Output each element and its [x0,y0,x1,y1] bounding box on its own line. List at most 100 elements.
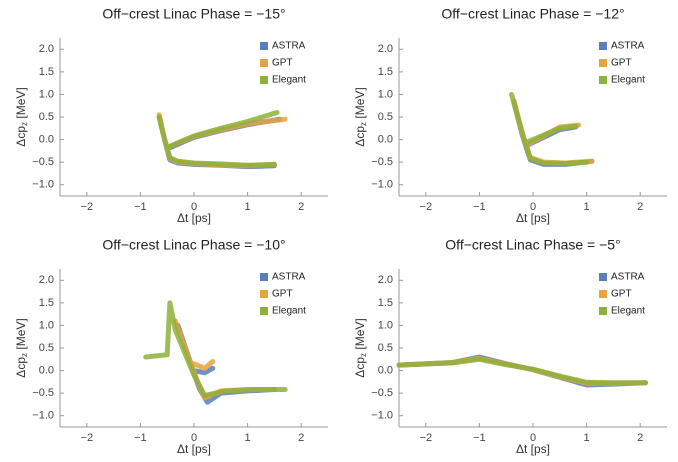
panel: Off−crest Linac Phase = −5° −1.0 −0.5 0.0 0.… [353,237,667,456]
y-tick-label: 1.0 [378,319,393,331]
legend-swatch [599,290,607,298]
x-tick-label: 2 [298,201,304,213]
x-tick-label: −2 [420,201,433,213]
y-label-unit: [MeV] [353,87,367,118]
legend-swatch [260,290,268,298]
y-label-sub: z [359,122,368,126]
legend-label: GPT [272,289,293,300]
y-tick-label: 0.5 [378,111,393,123]
series-line [511,100,595,167]
x-tick-label: 0 [191,432,197,444]
legend-label: Elegant [272,306,306,317]
x-tick-label: 0 [530,432,536,444]
x-tick-label: 2 [298,432,304,444]
x-axis-label: Δt [ps] [516,211,550,225]
series-line [396,356,649,386]
x-tick-label: −1 [473,432,486,444]
y-tick-label: −0.5 [32,156,54,168]
series-line [156,109,280,168]
y-tick-label: −1.0 [32,179,54,191]
legend-label: ASTRA [272,41,306,52]
y-tick-label: −1.0 [371,410,393,422]
y-tick-label: 2.0 [39,43,54,55]
chart-title: Off−crest Linac Phase = −10° [102,237,285,253]
y-label-main: Δcp [353,126,367,147]
y-label-unit: [MeV] [353,318,367,349]
x-tick-label: 1 [584,432,590,444]
y-axis-label: Δcpz [MeV] [353,87,368,146]
legend-label: Elegant [272,75,306,86]
series-line [509,91,590,166]
y-tick-label: 0.5 [39,111,54,123]
legend-swatch [260,76,268,84]
y-tick-label: 1.0 [39,319,54,331]
legend-label: Elegant [611,306,645,317]
legend-label: Elegant [611,75,645,86]
y-label-main: Δcp [14,126,28,147]
legend-label: GPT [611,58,632,69]
y-tick-label: 1.0 [39,88,54,100]
x-tick-label: 2 [637,201,643,213]
y-tick-label: −0.5 [32,387,54,399]
series-line [143,300,288,398]
y-label-unit: [MeV] [14,318,28,349]
legend-label: GPT [611,289,632,300]
y-tick-label: 0.0 [39,364,54,376]
x-tick-label: 0 [191,201,197,213]
chart-title: Off−crest Linac Phase = −12° [441,6,624,22]
y-tick-label: 0.0 [378,364,393,376]
y-tick-label: −0.5 [371,156,393,168]
y-tick-label: 1.5 [39,297,54,309]
y-tick-label: 0.5 [378,342,393,354]
y-tick-label: −1.0 [371,179,393,191]
legend-swatch [260,42,268,50]
legend-label: ASTRA [611,272,645,283]
x-tick-label: −2 [420,432,433,444]
y-tick-label: 1.0 [378,88,393,100]
x-axis-label: Δt [ps] [177,211,211,225]
y-tick-label: 2.0 [378,274,393,286]
y-label-main: Δcp [353,357,367,378]
y-tick-label: −1.0 [32,410,54,422]
legend-swatch [260,59,268,67]
y-tick-label: 1.5 [39,66,54,78]
x-tick-label: −1 [473,201,486,213]
y-tick-label: 2.0 [39,274,54,286]
legend-swatch [599,59,607,67]
y-axis-label: Δcpz [MeV] [353,318,368,377]
y-label-sub: z [359,353,368,357]
y-tick-label: 1.5 [378,66,393,78]
legend-swatch [599,76,607,84]
legend-swatch [260,273,268,281]
legend-label: ASTRA [272,272,306,283]
y-label-unit: [MeV] [14,87,28,118]
x-tick-label: 1 [584,201,590,213]
y-tick-label: 2.0 [378,43,393,55]
x-tick-label: 2 [637,432,643,444]
x-tick-label: −1 [134,201,147,213]
x-axis-label: Δt [ps] [516,442,550,456]
y-tick-label: 1.5 [378,297,393,309]
x-axis-label: Δt [ps] [177,442,211,456]
x-tick-label: −2 [81,201,94,213]
y-axis-label: Δcpz [MeV] [14,87,29,146]
y-tick-label: 0.5 [39,342,54,354]
legend-swatch [599,42,607,50]
legend-label: ASTRA [611,41,645,52]
y-label-main: Δcp [14,357,28,378]
y-axis-label: Δcpz [MeV] [14,318,29,377]
x-tick-label: 1 [245,432,251,444]
y-tick-label: −0.5 [371,387,393,399]
x-tick-label: 1 [245,201,251,213]
panel: Off−crest Linac Phase = −12° −1.0 −0.5 0.0 0… [353,6,667,225]
legend-swatch [599,273,607,281]
y-tick-label: 0.0 [39,133,54,145]
x-tick-label: 0 [530,201,536,213]
chart-title: Off−crest Linac Phase = −15° [102,6,285,22]
x-tick-label: −1 [134,432,147,444]
panel: Off−crest Linac Phase = −15° −1.0 −0.5 0.0 0… [14,6,328,225]
x-tick-label: −2 [81,432,94,444]
y-tick-label: 0.0 [378,133,393,145]
y-label-sub: z [20,353,29,357]
